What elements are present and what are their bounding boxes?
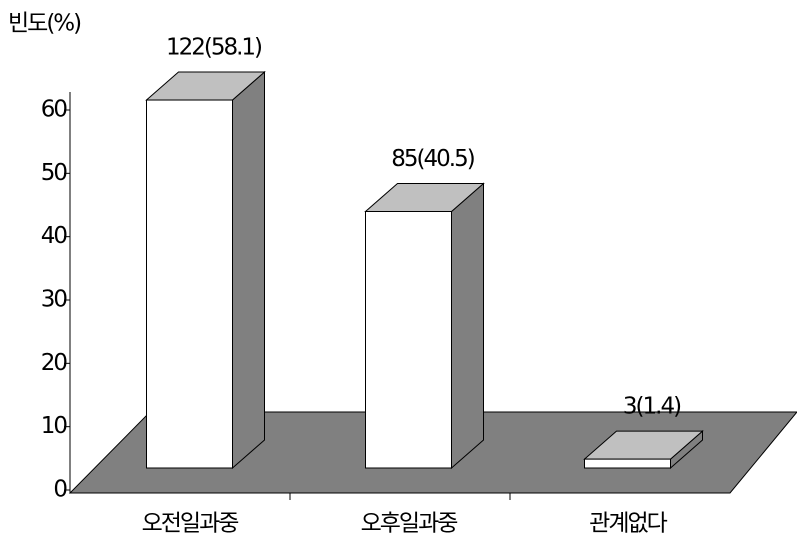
- y-tick-label: 10: [41, 413, 68, 439]
- y-axis-label: 빈도(%): [8, 11, 80, 37]
- value-label: 122(58.1): [166, 35, 261, 61]
- y-tick-label: 60: [41, 97, 68, 123]
- x-tick-label: 관계없다: [589, 511, 667, 537]
- y-tick-label: 20: [41, 350, 68, 376]
- bar-side: [451, 182, 484, 470]
- bar: [146, 99, 233, 469]
- x-tick-label: 오전일과중: [142, 511, 239, 537]
- bar: [365, 211, 452, 469]
- y-tick-label: 0: [53, 477, 67, 503]
- x-tick-label: 오후일과중: [361, 511, 458, 537]
- value-label: 85(40.5): [391, 146, 473, 172]
- value-label: 3(1.4): [623, 394, 680, 420]
- bar-side: [232, 70, 265, 470]
- bar: [584, 458, 671, 469]
- y-tick-label: 30: [41, 287, 68, 313]
- y-tick-label: 50: [41, 160, 68, 186]
- y-tick-label: 40: [41, 223, 68, 249]
